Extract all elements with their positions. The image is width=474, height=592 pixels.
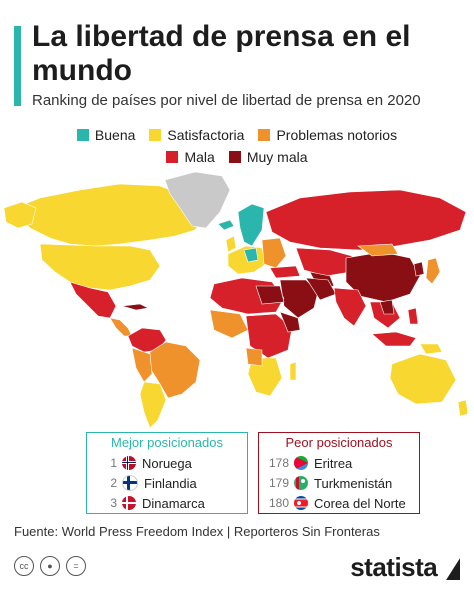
country-name: Turkmenistán [314, 475, 393, 491]
legend-swatch [228, 151, 241, 163]
finland-flag-icon [122, 475, 138, 491]
turkmenistan-flag-icon [294, 476, 308, 490]
list-item: 3 Dinamarca [87, 493, 247, 513]
legend: Buena Satisfactoria Problemas notorios M… [0, 124, 474, 168]
cc-icon: cc [14, 556, 34, 576]
best-ranked-title: Mejor posicionados [110, 435, 223, 450]
map-region-uk [225, 235, 237, 253]
worst-ranked-title: Peor posicionados [285, 435, 393, 450]
map-region-korea [413, 261, 425, 277]
map-region-brazil [149, 341, 201, 399]
legend-swatch [76, 129, 89, 141]
rank-number: 180 [268, 496, 289, 510]
legend-swatch [149, 129, 162, 141]
list-item: 2 Finlandia [87, 473, 247, 493]
map-region-middle-east [279, 279, 319, 319]
list-item: 1 Noruega [87, 453, 247, 473]
legend-item-muy-mala: Muy mala [228, 149, 308, 165]
country-name: Eritrea [314, 455, 353, 471]
map-region-cuba [121, 303, 149, 311]
country-name: Corea del Norte [314, 495, 406, 511]
map-region-philippines [407, 307, 419, 325]
legend-item-mala: Mala [166, 149, 215, 165]
map-region-mongolia [357, 243, 399, 257]
worst-ranked-box: Peor posicionados 178 Eritrea 179 Turkme… [258, 432, 420, 514]
map-region-angola [245, 347, 263, 367]
map-region-iceland [217, 219, 235, 231]
map-region-west-africa [209, 309, 249, 339]
nd-icon: = [66, 556, 86, 576]
subtitle: Ranking de países por nivel de libertad … [32, 92, 421, 109]
north-korea-flag-icon [294, 496, 308, 510]
list-item: 179 Turkmenistán [259, 473, 419, 493]
map-region-papua [419, 343, 443, 355]
country-name: Finlandia [144, 475, 197, 491]
map-region-indonesia [371, 331, 417, 347]
brand-mark-icon [446, 558, 460, 581]
norway-flag-icon [122, 456, 136, 470]
legend-swatch [258, 129, 271, 141]
brand-logo: statista [350, 552, 460, 583]
list-item: 180 Corea del Norte [259, 493, 419, 513]
accent-bar [14, 26, 21, 106]
source-note: Fuente: World Press Freedom Index | Repo… [14, 524, 380, 539]
rank-number: 178 [268, 456, 289, 470]
rank-number: 1 [110, 456, 117, 470]
legend-item-buena: Buena [76, 127, 136, 143]
map-region-eastern-europe [261, 237, 287, 269]
map-region-central-asia [295, 247, 353, 277]
map-region-canada [9, 183, 206, 247]
legend-item-satisfactoria: Satisfactoria [149, 127, 244, 143]
legend-label: Buena [94, 127, 136, 143]
map-region-japan [425, 257, 441, 285]
country-name: Noruega [142, 455, 192, 471]
eritrea-flag-icon [294, 456, 308, 470]
by-icon: ● [40, 556, 60, 576]
page-title: La libertad de prensa en el mundo [32, 20, 411, 87]
map-region-central-africa [245, 313, 293, 359]
rank-number: 179 [268, 476, 289, 490]
map-region-peru [131, 347, 153, 383]
legend-label: Satisfactoria [167, 127, 245, 143]
legend-label: Problemas notorios [276, 127, 398, 143]
legend-label: Mala [184, 149, 215, 165]
country-name: Dinamarca [142, 495, 205, 511]
map-region-alaska [3, 201, 37, 229]
brand-wordmark: statista [350, 552, 438, 582]
legend-item-problemas: Problemas notorios [258, 127, 397, 143]
map-region-southern-africa [247, 357, 283, 397]
list-item: 178 Eritrea [259, 453, 419, 473]
map-region-central-america [109, 317, 133, 337]
map-region-russia [265, 189, 467, 251]
rank-number: 3 [110, 496, 117, 510]
legend-swatch [166, 151, 179, 163]
map-region-horn-of-africa [279, 311, 301, 333]
best-ranked-box: Mejor posicionados 1 Noruega 2 Finlandia… [86, 432, 248, 514]
map-region-madagascar [289, 361, 297, 381]
map-region-central-europe [243, 247, 259, 263]
rank-number: 2 [110, 476, 117, 490]
map-region-greenland [164, 171, 231, 229]
map-region-southern-cone [139, 381, 167, 429]
world-map [3, 171, 469, 429]
map-region-indochina [379, 299, 395, 315]
map-region-scandinavia [237, 203, 265, 247]
map-region-usa [39, 243, 161, 291]
map-region-australia [389, 353, 457, 405]
denmark-flag-icon [122, 496, 136, 510]
map-region-turkey [269, 265, 301, 279]
legend-label: Muy mala [246, 149, 308, 165]
map-region-egypt [255, 285, 285, 305]
map-region-new-zealand [457, 399, 469, 417]
legend-row-1: Buena Satisfactoria Problemas notorios [0, 124, 474, 146]
legend-row-2: Mala Muy mala [0, 146, 474, 168]
map-region-india [333, 287, 367, 327]
